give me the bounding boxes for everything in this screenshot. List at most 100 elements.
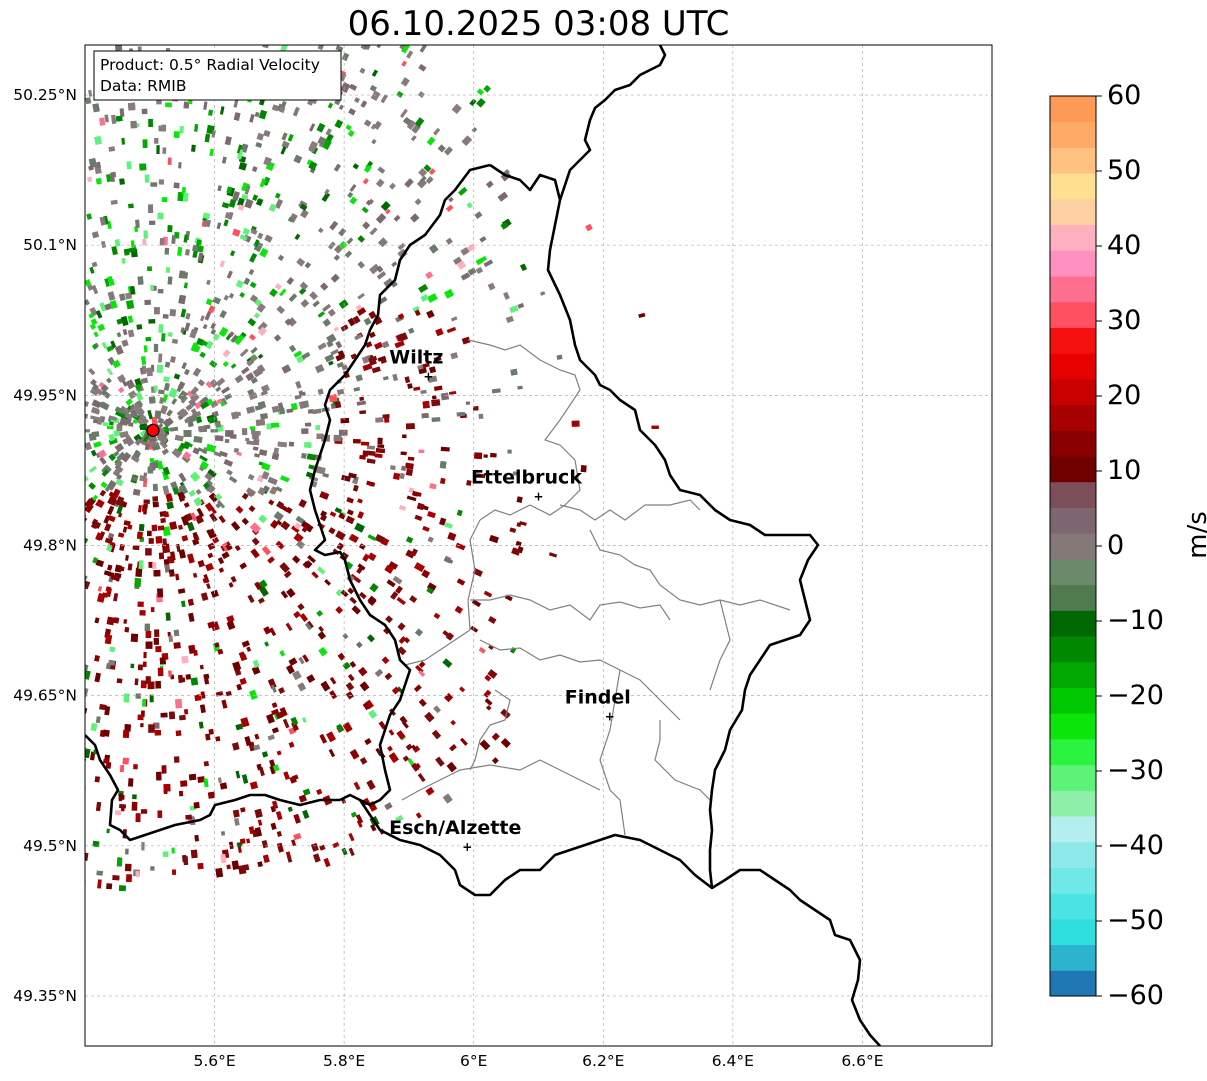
radar-echo-pixel: [116, 345, 124, 355]
radar-echo-pixel: [175, 573, 180, 581]
radar-echo-pixel: [108, 659, 116, 666]
radar-echo-pixel: [397, 242, 406, 251]
radar-echo-pixel: [178, 714, 186, 721]
radar-echo-pixel: [368, 355, 378, 363]
radar-echo-pixel: [106, 367, 114, 376]
colorbar-segment: [1050, 404, 1096, 431]
radar-echo-pixel: [219, 260, 225, 268]
radar-echo-pixel: [261, 462, 271, 471]
radar-echo-pixel: [269, 487, 276, 495]
radar-echo-pixel: [171, 847, 175, 854]
radar-echo-pixel: [181, 600, 186, 608]
radar-echo-pixel: [167, 631, 171, 637]
radar-echo-pixel: [207, 791, 216, 799]
radar-echo-pixel: [244, 185, 251, 195]
radar-echo-pixel: [411, 548, 418, 557]
radar-echo-pixel: [404, 178, 414, 188]
radar-echo-pixel: [129, 286, 136, 295]
radar-echo-pixel: [317, 342, 327, 351]
radar-echo-pixel: [203, 101, 208, 110]
radar-echo-pixel: [149, 440, 157, 447]
radar-echo-pixel: [335, 340, 343, 349]
map-frame: [84, 44, 993, 1047]
radar-echo-pixel: [153, 343, 159, 352]
radar-echo-pixel: [183, 234, 188, 243]
radar-echo-pixel: [261, 545, 272, 556]
radar-echo-pixel: [252, 446, 259, 451]
radar-echo-pixel: [106, 425, 114, 430]
radar-echo-pixel: [392, 373, 398, 382]
radar-echo-pixel: [425, 271, 434, 280]
radar-echo-pixel: [142, 139, 148, 148]
radar-echo-pixel: [124, 724, 131, 732]
radar-echo-pixel: [400, 77, 410, 87]
radar-echo-pixel: [418, 91, 425, 98]
radar-echo-pixel: [85, 670, 91, 680]
radar-echo-pixel: [181, 187, 187, 195]
radar-echo-pixel: [585, 223, 593, 232]
city-label: Wiltz: [389, 346, 443, 368]
radar-echo-pixel: [279, 650, 286, 657]
radar-echo-pixel: [359, 410, 366, 415]
radar-echo-pixel: [108, 437, 118, 446]
radar-echo-pixel: [349, 533, 359, 543]
radar-echo-pixel: [175, 730, 182, 737]
radar-echo-pixel: [262, 176, 271, 187]
radar-echo-pixel: [418, 698, 427, 707]
radar-echo-pixel: [299, 613, 309, 623]
radar-echo-pixel: [126, 161, 132, 170]
radar-echo-pixel: [160, 517, 166, 524]
radar-echo-pixel: [232, 661, 242, 671]
radar-echo-pixel: [195, 488, 202, 495]
radar-echo-pixel: [267, 734, 275, 741]
radar-echo-pixel: [89, 306, 98, 317]
radar-echo-pixel: [163, 417, 174, 428]
radar-echo-pixel: [101, 341, 108, 349]
radar-echo-pixel: [162, 538, 168, 547]
lat-tick-label: 49.65°N: [13, 687, 77, 705]
radar-echo-pixel: [91, 284, 99, 295]
radar-echo-pixel: [141, 108, 148, 115]
radar-echo-pixel: [252, 194, 259, 201]
radar-echo-pixel: [153, 385, 158, 392]
radar-echo-pixel: [142, 699, 147, 707]
radar-echo-pixel: [391, 686, 400, 695]
radar-echo-pixel: [349, 196, 358, 205]
radar-echo-pixel: [195, 416, 203, 424]
radar-echo-pixel: [247, 317, 257, 327]
radar-echo-pixel: [118, 387, 125, 394]
radar-echo-pixel: [408, 327, 415, 334]
radar-echo-pixel: [431, 417, 441, 422]
radar-echo-pixel: [272, 764, 280, 772]
radar-echo-pixel: [250, 377, 258, 384]
radar-echo-pixel: [130, 633, 139, 643]
radar-echo-pixel: [203, 219, 211, 228]
radar-echo-pixel: [324, 353, 335, 363]
radar-echo-pixel: [350, 573, 359, 582]
radar-echo-pixel: [203, 761, 209, 767]
radar-echo-pixel: [143, 503, 148, 509]
radar-echo-pixel: [125, 554, 129, 561]
radar-echo-pixel: [292, 670, 302, 681]
radar-echo-pixel: [99, 401, 110, 411]
colorbar-segment: [1050, 276, 1096, 303]
radar-echo-pixel: [123, 619, 128, 624]
radar-echo-pixel: [340, 82, 351, 94]
radar-echo-pixel: [371, 69, 378, 77]
colorbar-segment: [1050, 816, 1096, 843]
radar-echo-pixel: [85, 625, 86, 635]
radar-echo-pixel: [446, 761, 457, 773]
radar-echo-pixel: [511, 547, 521, 556]
radar-echo-pixel: [182, 451, 192, 461]
radar-echo-pixel: [252, 166, 258, 173]
radar-echo-pixel: [460, 737, 468, 746]
radar-echo-pixel: [116, 424, 123, 432]
radar-echo-pixel: [394, 340, 405, 349]
radar-echo-pixel: [295, 515, 306, 525]
radar-echo-pixel: [310, 843, 319, 852]
radar-echo-pixel: [287, 317, 297, 327]
radar-echo-pixel: [258, 109, 268, 120]
radar-echo-pixel: [197, 447, 207, 454]
radar-echo-pixel: [381, 340, 390, 349]
radar-echo-pixel: [216, 398, 223, 405]
